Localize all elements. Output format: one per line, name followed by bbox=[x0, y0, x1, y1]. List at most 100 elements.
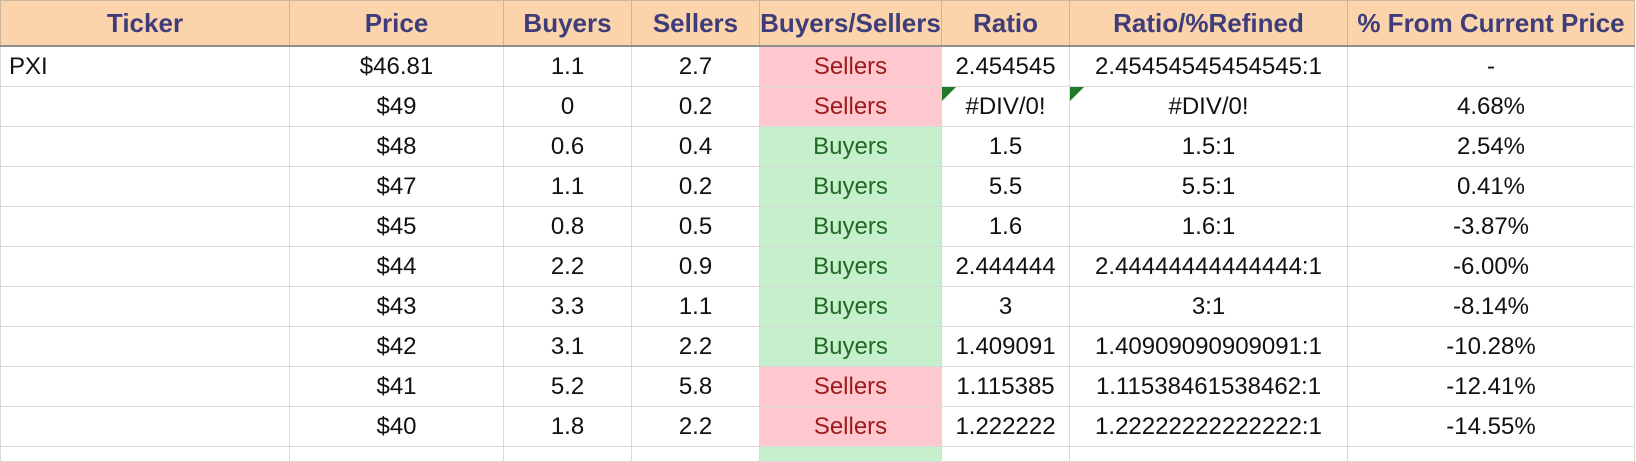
ticker-cell[interactable] bbox=[0, 326, 290, 367]
refined-ratio-cell[interactable]: 2.44444444444444:1 bbox=[1069, 246, 1348, 287]
table-row: $44 2.2 0.9 Buyers 2.444444 2.4444444444… bbox=[0, 246, 1635, 287]
price-cell[interactable]: $41 bbox=[289, 366, 504, 407]
sellers-cell[interactable]: 2.7 bbox=[631, 45, 760, 87]
ratio-cell[interactable]: 1.409091 bbox=[941, 326, 1070, 367]
ticker-cell[interactable] bbox=[0, 206, 290, 247]
pct-cell[interactable]: 2.54% bbox=[1347, 126, 1635, 167]
buyers-cell[interactable]: 0.6 bbox=[503, 126, 632, 167]
ratio-cell[interactable]: 1.115385 bbox=[941, 366, 1070, 407]
buyers-cell[interactable]: 1.8 bbox=[503, 406, 632, 447]
sellers-cell[interactable]: 0.2 bbox=[631, 86, 760, 127]
empty-cell[interactable] bbox=[289, 446, 504, 462]
sellers-cell[interactable]: 0.2 bbox=[631, 166, 760, 207]
empty-cell[interactable] bbox=[1069, 446, 1348, 462]
price-cell[interactable]: $47 bbox=[289, 166, 504, 207]
price-cell[interactable]: $49 bbox=[289, 86, 504, 127]
pct-cell[interactable]: -14.55% bbox=[1347, 406, 1635, 447]
buyers-cell[interactable]: 3.3 bbox=[503, 286, 632, 327]
sellers-cell[interactable]: 0.4 bbox=[631, 126, 760, 167]
sellers-cell[interactable]: 2.2 bbox=[631, 406, 760, 447]
buyers-cell[interactable]: 3.1 bbox=[503, 326, 632, 367]
refined-ratio-cell[interactable]: 1.22222222222222:1 bbox=[1069, 406, 1348, 447]
col-header-pct-from-price[interactable]: % From Current Price bbox=[1347, 0, 1635, 47]
status-cell[interactable]: Buyers bbox=[759, 246, 942, 287]
status-cell[interactable]: Sellers bbox=[759, 406, 942, 447]
sellers-cell[interactable]: 1.1 bbox=[631, 286, 760, 327]
ratio-cell[interactable]: 3 bbox=[941, 286, 1070, 327]
buyers-cell[interactable]: 0.8 bbox=[503, 206, 632, 247]
ticker-cell[interactable]: PXI bbox=[0, 45, 290, 87]
price-cell[interactable]: $43 bbox=[289, 286, 504, 327]
empty-cell[interactable] bbox=[1347, 446, 1635, 462]
ratio-cell[interactable]: 5.5 bbox=[941, 166, 1070, 207]
refined-ratio-cell[interactable]: 5.5:1 bbox=[1069, 166, 1348, 207]
ticker-cell[interactable] bbox=[0, 286, 290, 327]
table-row: $42 3.1 2.2 Buyers 1.409091 1.4090909090… bbox=[0, 326, 1635, 367]
empty-cell[interactable] bbox=[0, 446, 290, 462]
table-row-partial bbox=[0, 446, 1635, 462]
sellers-cell[interactable]: 2.2 bbox=[631, 326, 760, 367]
price-cell[interactable]: $48 bbox=[289, 126, 504, 167]
pct-cell[interactable]: -8.14% bbox=[1347, 286, 1635, 327]
refined-ratio-cell[interactable]: 1.40909090909091:1 bbox=[1069, 326, 1348, 367]
pct-cell[interactable]: -12.41% bbox=[1347, 366, 1635, 407]
empty-cell[interactable] bbox=[941, 446, 1070, 462]
refined-ratio-cell[interactable]: #DIV/0! bbox=[1069, 86, 1348, 127]
sellers-cell[interactable]: 5.8 bbox=[631, 366, 760, 407]
col-header-ratio[interactable]: Ratio bbox=[941, 0, 1070, 47]
ticker-cell[interactable] bbox=[0, 366, 290, 407]
buyers-cell[interactable]: 1.1 bbox=[503, 166, 632, 207]
status-cell[interactable] bbox=[759, 446, 942, 462]
price-cell[interactable]: $45 bbox=[289, 206, 504, 247]
col-header-buyers-sellers[interactable]: Buyers/Sellers bbox=[759, 0, 942, 47]
sellers-cell[interactable]: 0.5 bbox=[631, 206, 760, 247]
price-cell[interactable]: $40 bbox=[289, 406, 504, 447]
buyers-cell[interactable]: 5.2 bbox=[503, 366, 632, 407]
price-cell[interactable]: $46.81 bbox=[289, 45, 504, 87]
ticker-cell[interactable] bbox=[0, 246, 290, 287]
status-cell[interactable]: Buyers bbox=[759, 206, 942, 247]
pct-cell[interactable]: 4.68% bbox=[1347, 86, 1635, 127]
ticker-cell[interactable] bbox=[0, 86, 290, 127]
status-cell[interactable]: Buyers bbox=[759, 166, 942, 207]
status-cell[interactable]: Buyers bbox=[759, 126, 942, 167]
col-header-sellers[interactable]: Sellers bbox=[631, 0, 760, 47]
ticker-cell[interactable] bbox=[0, 166, 290, 207]
pct-cell[interactable]: 0.41% bbox=[1347, 166, 1635, 207]
refined-ratio-cell[interactable]: 1.6:1 bbox=[1069, 206, 1348, 247]
refined-ratio-cell[interactable]: 3:1 bbox=[1069, 286, 1348, 327]
table-row: $41 5.2 5.8 Sellers 1.115385 1.115384615… bbox=[0, 366, 1635, 407]
ratio-cell[interactable]: 1.5 bbox=[941, 126, 1070, 167]
empty-cell[interactable] bbox=[503, 446, 632, 462]
col-header-price[interactable]: Price bbox=[289, 0, 504, 47]
refined-ratio-cell[interactable]: 1.5:1 bbox=[1069, 126, 1348, 167]
ticker-cell[interactable] bbox=[0, 126, 290, 167]
empty-cell[interactable] bbox=[631, 446, 760, 462]
sellers-cell[interactable]: 0.9 bbox=[631, 246, 760, 287]
ratio-cell[interactable]: #DIV/0! bbox=[941, 86, 1070, 127]
col-header-ticker[interactable]: Ticker bbox=[0, 0, 290, 47]
ticker-cell[interactable] bbox=[0, 406, 290, 447]
status-cell[interactable]: Sellers bbox=[759, 86, 942, 127]
status-cell[interactable]: Sellers bbox=[759, 366, 942, 407]
refined-ratio-cell[interactable]: 1.11538461538462:1 bbox=[1069, 366, 1348, 407]
ratio-cell[interactable]: 2.444444 bbox=[941, 246, 1070, 287]
ratio-cell[interactable]: 2.454545 bbox=[941, 45, 1070, 87]
col-header-ratio-refined[interactable]: Ratio/%Refined bbox=[1069, 0, 1348, 47]
buyers-cell[interactable]: 0 bbox=[503, 86, 632, 127]
price-cell[interactable]: $44 bbox=[289, 246, 504, 287]
status-cell[interactable]: Sellers bbox=[759, 45, 942, 87]
pct-cell[interactable]: -10.28% bbox=[1347, 326, 1635, 367]
ratio-cell[interactable]: 1.222222 bbox=[941, 406, 1070, 447]
buyers-cell[interactable]: 1.1 bbox=[503, 45, 632, 87]
status-cell[interactable]: Buyers bbox=[759, 286, 942, 327]
refined-ratio-cell[interactable]: 2.45454545454545:1 bbox=[1069, 45, 1348, 87]
pct-cell[interactable]: -3.87% bbox=[1347, 206, 1635, 247]
pct-cell[interactable]: - bbox=[1347, 45, 1635, 87]
col-header-buyers[interactable]: Buyers bbox=[503, 0, 632, 47]
ratio-cell[interactable]: 1.6 bbox=[941, 206, 1070, 247]
pct-cell[interactable]: -6.00% bbox=[1347, 246, 1635, 287]
status-cell[interactable]: Buyers bbox=[759, 326, 942, 367]
buyers-cell[interactable]: 2.2 bbox=[503, 246, 632, 287]
price-cell[interactable]: $42 bbox=[289, 326, 504, 367]
